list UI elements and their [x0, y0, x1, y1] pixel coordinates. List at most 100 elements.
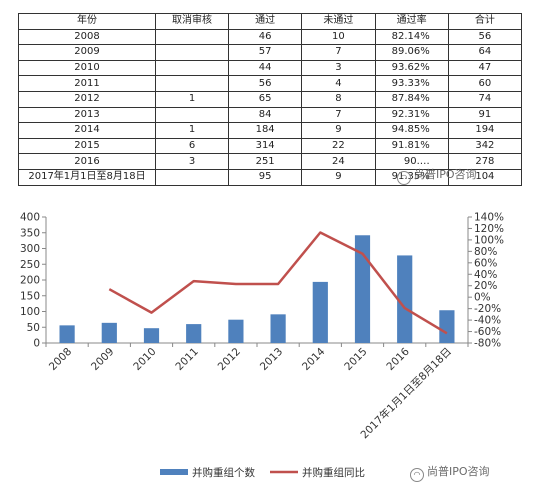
- cell-failed: 9: [301, 122, 376, 139]
- cell-passed: 314: [227, 137, 303, 155]
- right-tick-label: 40%: [474, 269, 497, 281]
- bar: [439, 310, 455, 343]
- left-tick-label: 150: [20, 290, 40, 302]
- cell-pass-rate: 87.84%: [374, 90, 449, 108]
- bar-series-group: [59, 235, 455, 343]
- legend-line-label: 并购重组同比: [302, 466, 365, 479]
- x-category-label: 2014: [300, 345, 328, 373]
- wechat-icon: ◠: [397, 171, 411, 185]
- left-tick-label: 350: [20, 227, 40, 239]
- legend-bar-swatch: [160, 469, 188, 475]
- cell-passed: 56: [227, 75, 303, 92]
- cell-passed: 251: [227, 153, 303, 170]
- header-pass-rate: 通过率: [374, 13, 449, 30]
- cell-cancelled: [155, 44, 229, 61]
- right-tick-label: 0%: [474, 292, 491, 304]
- right-tick-label: 20%: [474, 280, 497, 292]
- line-series-path: [108, 231, 448, 335]
- cell-cancelled: [155, 28, 229, 46]
- cell-year: 2017年1月1日至8月18日: [18, 168, 156, 186]
- audit-stats-table-container: 年份 取消审核 通过 未通过 通过率 合计 2008 46 10 82.14% 56 20…: [18, 13, 523, 186]
- cell-failed: 9: [301, 168, 376, 186]
- bar: [270, 314, 286, 343]
- table-header-row: 年份 取消审核 通过 未通过 通过率 合计: [18, 13, 523, 30]
- cell-year: 2016: [18, 153, 156, 170]
- cell-total: 194: [447, 122, 523, 139]
- cell-failed: 3: [301, 59, 376, 77]
- cell-pass-rate: 89.06%: [374, 44, 449, 61]
- header-year: 年份: [18, 13, 156, 30]
- cell-passed: 84: [227, 106, 303, 124]
- audit-stats-table: 年份 取消审核 通过 未通过 通过率 合计 2008 46 10 82.14% 56 20…: [18, 13, 523, 186]
- watermark-text-bottom: 尚普IPO咨询: [427, 465, 490, 478]
- cell-total: 74: [447, 90, 523, 108]
- cell-passed: 46: [227, 28, 303, 46]
- cell-total: 56: [447, 28, 523, 46]
- cell-pass-rate: 82.14%: [374, 28, 449, 46]
- cell-failed: 24: [301, 153, 376, 170]
- left-tick-label: 400: [20, 212, 40, 224]
- merger-chart: 0 50 100 150 200 250 300 350 400 -80%-60%-40%-20%…: [20, 212, 504, 480]
- cell-cancelled: [155, 168, 229, 186]
- cell-passed: 95: [227, 168, 303, 186]
- cell-passed: 184: [227, 122, 303, 139]
- wechat-icon: ◠: [410, 468, 424, 482]
- chart-legend: 并购重组个数 并购重组同比: [160, 466, 365, 479]
- cell-year: 2015: [18, 137, 156, 155]
- cell-total: 47: [447, 59, 523, 77]
- x-category-label: 2016: [384, 345, 412, 373]
- cell-failed: 8: [301, 90, 376, 108]
- table-row: 2014 1 184 9 94.85% 194: [18, 122, 523, 139]
- left-tick-label: 250: [20, 259, 40, 271]
- watermark-bottom: ◠ 尚普IPO咨询: [410, 463, 490, 482]
- cell-year: 2011: [18, 75, 156, 92]
- bar: [397, 255, 413, 343]
- cell-pass-rate: 93.62%: [374, 59, 449, 77]
- watermark-text-top: 尚普IPO咨询: [414, 168, 477, 181]
- x-category-label: 2011: [173, 346, 200, 373]
- cell-cancelled: [155, 59, 229, 77]
- cell-pass-rate: 94.85%: [374, 122, 449, 139]
- cell-failed: 4: [301, 75, 376, 92]
- chart-labels: 0 50 100 150 200 250 300 350 400 -80%-60%-40%-20%…: [20, 212, 504, 442]
- cell-cancelled: [155, 106, 229, 124]
- cell-failed: 7: [301, 44, 376, 61]
- left-tick-label: 300: [20, 243, 40, 255]
- right-tick-label: 100%: [474, 234, 504, 246]
- table-row: 2015 6 314 22 91.81% 342: [18, 137, 523, 155]
- right-tick-label: -80%: [474, 338, 501, 350]
- right-tick-label: -20%: [474, 303, 501, 315]
- table-row: 2013 84 7 92.31% 91: [18, 106, 523, 124]
- cell-year: 2010: [18, 59, 156, 77]
- table-row: 2009 57 7 89.06% 64: [18, 44, 523, 61]
- line-series-group: [108, 231, 448, 335]
- cell-total: 91: [447, 106, 523, 124]
- cell-total: 64: [447, 44, 523, 61]
- cell-cancelled: 1: [155, 122, 229, 139]
- right-tick-label: 140%: [474, 212, 504, 224]
- x-category-label: 2010: [131, 346, 158, 373]
- bar: [59, 325, 75, 343]
- left-tick-label: 100: [20, 306, 40, 318]
- cell-total: 342: [447, 137, 523, 155]
- x-category-label: 2008: [47, 346, 74, 373]
- cell-cancelled: 6: [155, 137, 229, 155]
- cell-total: 60: [447, 75, 523, 92]
- x-category-label: 2012: [216, 346, 243, 373]
- cell-cancelled: [155, 75, 229, 92]
- cell-year: 2008: [18, 28, 156, 46]
- watermark-top: ◠ 尚普IPO咨询: [397, 166, 477, 185]
- left-tick-label: 200: [20, 275, 40, 287]
- bar: [186, 324, 202, 343]
- header-total: 合计: [447, 13, 523, 30]
- cell-passed: 57: [227, 44, 303, 61]
- cell-year: 2014: [18, 122, 156, 139]
- table-row: 2010 44 3 93.62% 47: [18, 59, 523, 77]
- cell-pass-rate: 93.33%: [374, 75, 449, 92]
- legend-bar-label: 并购重组个数: [192, 466, 255, 479]
- cell-failed: 7: [301, 106, 376, 124]
- table-row: 2017年1月1日至8月18日 95 9 91.35% 104: [18, 168, 523, 186]
- cell-cancelled: 3: [155, 153, 229, 170]
- right-tick-label: 80%: [474, 246, 497, 258]
- cell-year: 2012: [18, 90, 156, 108]
